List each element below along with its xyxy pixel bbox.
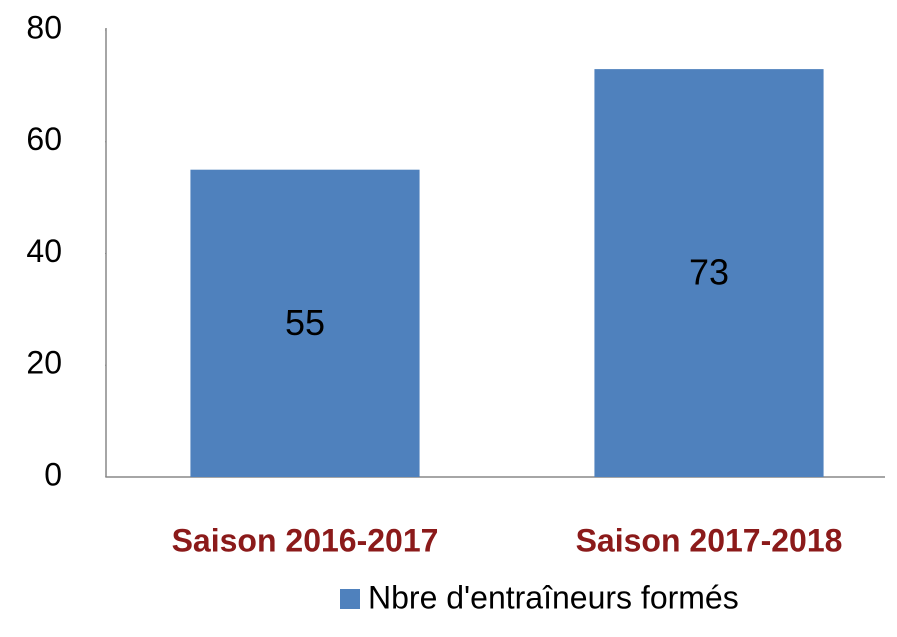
legend-label: Nbre d'entraîneurs formés: [368, 579, 739, 615]
y-tick-label: 80: [26, 9, 62, 45]
y-tick-label: 20: [26, 345, 62, 381]
legend-swatch: [340, 589, 360, 609]
y-tick-label: 60: [26, 121, 62, 157]
bar: [594, 69, 824, 478]
data-label: 55: [285, 302, 325, 343]
data-label: 73: [689, 252, 729, 293]
y-tick-label: 40: [26, 233, 62, 269]
x-tick-label: Saison 2017-2018: [576, 522, 843, 558]
bar: [190, 169, 420, 477]
x-tick-label: Saison 2016-2017: [172, 522, 439, 558]
y-tick-label: 0: [44, 456, 62, 492]
